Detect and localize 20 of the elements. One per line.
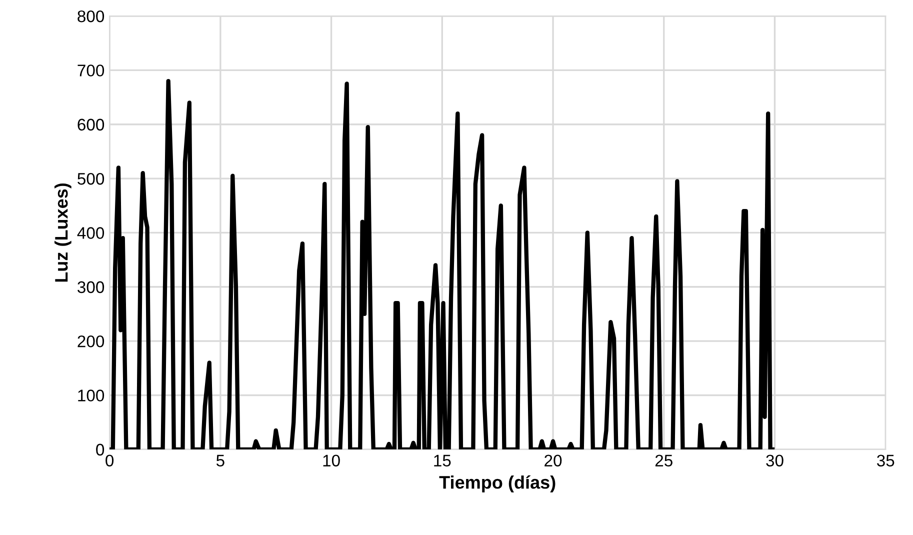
x-axis-title: Tiempo (días) — [439, 475, 556, 492]
y-tick-label: 100 — [78, 390, 104, 402]
x-tick-label: 5 — [216, 454, 224, 467]
x-tick-label: 0 — [106, 454, 114, 467]
y-tick-label: 300 — [78, 281, 104, 294]
y-tick-label: 0 — [96, 444, 104, 456]
x-tick-label: 10 — [323, 454, 340, 467]
y-axis-title: Luz (Luxes) — [54, 183, 72, 282]
y-tick-label: 700 — [78, 64, 104, 76]
x-tick-label: 30 — [766, 454, 784, 467]
y-tick-label: 600 — [78, 118, 104, 131]
y-tick-label: 800 — [78, 10, 104, 22]
x-tick-label: 35 — [876, 454, 894, 467]
y-tick-label: 500 — [78, 172, 104, 185]
x-tick-label: 15 — [434, 454, 451, 467]
line-series — [110, 78, 775, 450]
x-tick-label: 25 — [655, 454, 672, 467]
y-tick-label: 400 — [77, 227, 104, 239]
y-tick-label: 200 — [78, 335, 104, 348]
x-tick-label: 20 — [544, 454, 562, 467]
